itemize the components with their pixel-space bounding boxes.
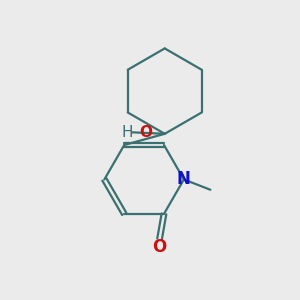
Text: N: N — [177, 170, 191, 188]
Text: O: O — [139, 125, 152, 140]
Text: O: O — [152, 238, 167, 256]
Text: H: H — [122, 125, 133, 140]
